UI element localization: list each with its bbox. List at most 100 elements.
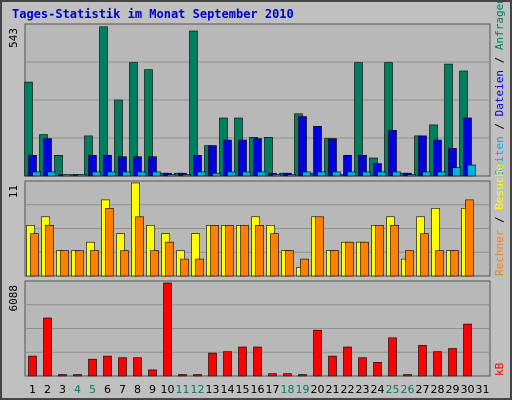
x-tick-label-day-29: 29 <box>446 383 460 396</box>
x-tick-label-day-2: 2 <box>44 383 51 396</box>
bar-seiten-day-24 <box>377 171 386 177</box>
bar-rechner-day-10 <box>165 241 174 277</box>
bar-kb-day-13 <box>208 352 217 377</box>
bar-kb-day-21 <box>328 355 337 377</box>
bar-rechner-day-12 <box>195 258 204 277</box>
bar-kb-day-9 <box>148 369 157 377</box>
bar-kb-day-27 <box>418 345 427 377</box>
x-tick-label-day-15: 15 <box>236 383 250 396</box>
x-tick-label-day-1: 1 <box>29 383 36 396</box>
bar-rechner-day-23 <box>360 241 369 277</box>
bar-seiten-day-3 <box>62 174 71 177</box>
bar-rechner-day-16 <box>255 225 264 277</box>
bar-seiten-day-8 <box>137 171 146 177</box>
bar-seiten-day-27 <box>422 171 431 177</box>
legend-dateien: Dateien <box>493 70 506 116</box>
bar-rechner-day-22 <box>345 241 354 277</box>
x-tick-label-day-3: 3 <box>59 383 66 396</box>
y-max-label-middle: 11 <box>7 185 20 198</box>
bar-seiten-day-2 <box>47 171 56 177</box>
bar-rechner-day-15 <box>240 225 249 277</box>
right-legend: kB <box>493 362 506 376</box>
bar-kb-day-26 <box>403 374 412 377</box>
bar-seiten-day-14 <box>227 171 236 177</box>
bar-kb-day-10 <box>163 282 172 377</box>
x-tick-label-day-24: 24 <box>371 383 385 396</box>
bar-dateien-day-19 <box>298 116 307 177</box>
bar-seiten-day-19 <box>302 171 311 177</box>
bar-kb-day-22 <box>343 346 352 377</box>
bar-rechner-day-30 <box>465 199 474 277</box>
x-tick-label-day-8: 8 <box>134 383 141 396</box>
x-tick-label-day-18: 18 <box>281 383 295 396</box>
bar-kb-day-23 <box>358 357 367 377</box>
bar-kb-day-4 <box>73 374 82 377</box>
bar-dateien-day-13 <box>208 145 217 177</box>
legend-separator: / <box>493 116 506 136</box>
bar-kb-day-25 <box>388 337 397 377</box>
bar-rechner-day-6 <box>105 208 114 277</box>
bar-seiten-day-20 <box>317 171 326 177</box>
x-tick-label-day-5: 5 <box>89 383 96 396</box>
bar-seiten-day-6 <box>107 171 116 177</box>
bar-rechner-day-11 <box>180 258 189 277</box>
bar-rechner-day-29 <box>450 250 459 277</box>
bar-dateien-day-27 <box>418 135 427 177</box>
bar-kb-day-24 <box>373 361 382 377</box>
y-max-label-top: 543 <box>7 28 20 48</box>
x-tick-label-day-9: 9 <box>149 383 156 396</box>
legend-seiten: Seiten <box>493 136 506 176</box>
bar-seiten-day-25 <box>392 171 401 177</box>
x-tick-label-day-23: 23 <box>356 383 370 396</box>
bar-kb-day-3 <box>58 374 67 377</box>
bar-kb-day-1 <box>28 355 37 377</box>
bar-anfragen-day-17 <box>264 137 273 177</box>
bar-dateien-day-2 <box>43 138 52 177</box>
bar-dateien-day-20 <box>313 126 322 177</box>
bar-seiten-day-16 <box>257 171 266 177</box>
bar-seiten-day-26 <box>407 174 416 177</box>
bar-kb-day-29 <box>448 348 457 377</box>
bar-rechner-day-1 <box>30 233 39 277</box>
bar-rechner-day-9 <box>150 250 159 277</box>
chart-title: Tages-Statistik im Monat September 2010 <box>12 7 294 21</box>
legend-separator: / <box>493 50 506 70</box>
bar-kb-day-17 <box>268 373 277 377</box>
bar-rechner-day-26 <box>405 250 414 277</box>
y-max-label-bottom: 6088 <box>7 285 20 312</box>
bar-seiten-day-10 <box>167 174 176 177</box>
bar-kb-day-6 <box>103 355 112 377</box>
bar-anfragen-day-12 <box>189 30 198 177</box>
bar-seiten-day-11 <box>182 174 191 177</box>
bar-rechner-day-17 <box>270 233 279 277</box>
bar-kb-day-30 <box>463 323 472 377</box>
bar-kb-day-15 <box>238 346 247 377</box>
bar-rechner-day-18 <box>285 250 294 277</box>
bar-dateien-day-21 <box>328 138 337 177</box>
bar-seiten-day-29 <box>452 167 461 177</box>
x-tick-label-day-20: 20 <box>311 383 325 396</box>
bar-rechner-day-13 <box>210 225 219 277</box>
bar-dateien-day-15 <box>238 139 247 177</box>
x-tick-label-day-13: 13 <box>206 383 220 396</box>
bar-rechner-day-19 <box>300 258 309 277</box>
bar-seiten-day-5 <box>92 171 101 177</box>
legend-besuche: Besuche <box>493 163 506 209</box>
x-tick-label-day-22: 22 <box>341 383 355 396</box>
bar-kb-day-14 <box>223 351 232 377</box>
x-tick-label-day-11: 11 <box>176 383 190 396</box>
legend-kb: kB <box>493 362 506 376</box>
bar-seiten-day-12 <box>197 171 206 177</box>
x-tick-label-day-27: 27 <box>416 383 430 396</box>
bar-rechner-day-2 <box>45 225 54 277</box>
bar-kb-day-8 <box>133 357 142 377</box>
legend-anfragen: Anfragen <box>493 0 506 50</box>
bar-kb-day-2 <box>43 317 52 377</box>
bar-seiten-day-17 <box>272 174 281 177</box>
right-legend: Rechner / Besuche <box>493 163 506 276</box>
legend-separator: / <box>493 210 506 230</box>
bar-dateien-day-16 <box>253 138 262 177</box>
x-tick-label-day-25: 25 <box>386 383 400 396</box>
x-tick-label-day-26: 26 <box>401 383 415 396</box>
